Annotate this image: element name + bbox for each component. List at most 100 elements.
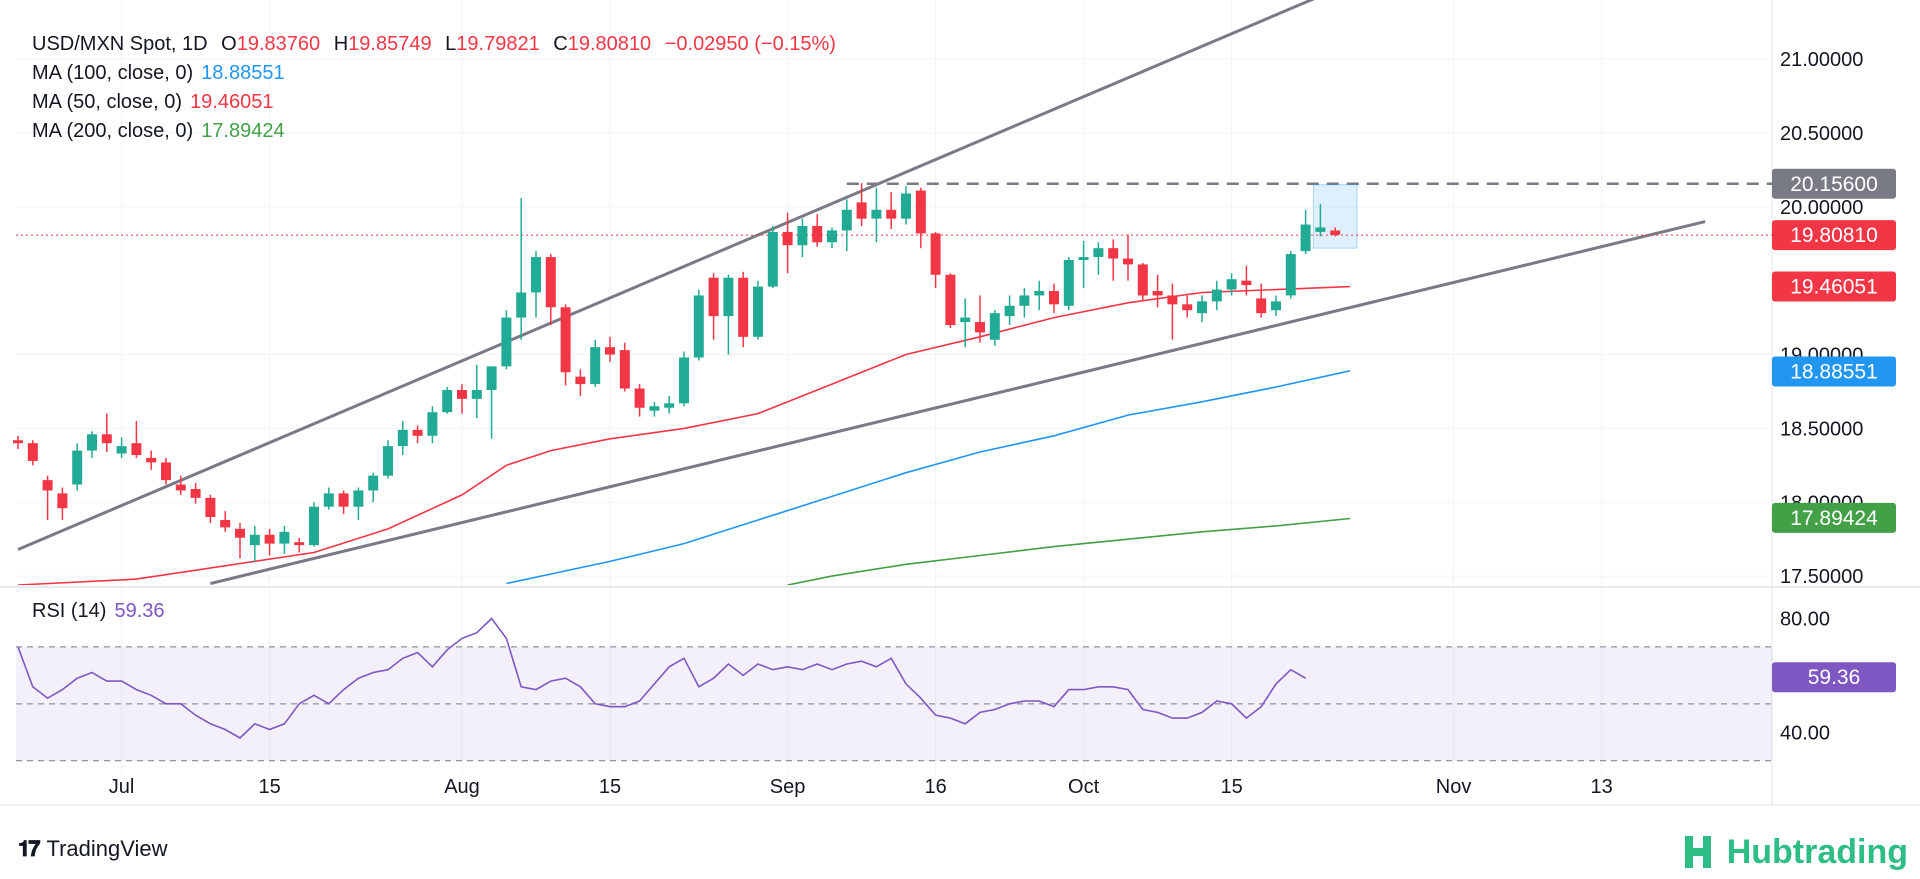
time-tick-label: 13 [1590, 776, 1612, 798]
time-tick-label: Aug [444, 776, 480, 798]
candle-body [175, 484, 186, 491]
price-badge-bg [1772, 271, 1896, 302]
candle-body [457, 390, 467, 399]
candle-body [590, 347, 601, 385]
candles [13, 183, 1341, 562]
price-tick-label: 20.50000 [1780, 123, 1863, 145]
candle-body [87, 434, 97, 451]
tradingview-logo[interactable]: 𝟏𝟕 TradingView [18, 836, 168, 862]
close-value: 19.80810 [567, 33, 652, 55]
candle-body [57, 493, 68, 509]
candle-body [516, 292, 527, 318]
rsi-value: 59.36 [114, 600, 165, 622]
candle-body [1256, 298, 1267, 314]
candle-body [42, 480, 53, 491]
ma50-row[interactable]: MA (50, close, 0) 19.46051 [32, 88, 836, 117]
candle-body [1152, 291, 1163, 296]
ma100-row[interactable]: MA (100, close, 0) 18.88551 [32, 59, 836, 88]
candle-body [1271, 301, 1281, 311]
candle-body [827, 230, 837, 243]
price-axis: 21.0000020.5000020.0000019.0000018.50000… [1780, 49, 1863, 744]
price-badge-bg [1772, 502, 1896, 533]
candle-body [1300, 224, 1311, 252]
rsi-pane [16, 617, 1772, 762]
high-value: 19.85749 [348, 33, 432, 55]
low-label: L [445, 33, 457, 55]
candle-body [471, 390, 482, 399]
candle-body [619, 350, 630, 389]
candle-body [575, 376, 586, 385]
candle-body [664, 403, 675, 408]
candle-body [634, 388, 645, 408]
ma-line-ma200 [787, 517, 1351, 585]
ma100-value: 18.88551 [201, 62, 285, 84]
candle-body [1211, 289, 1222, 302]
candle-body [915, 190, 926, 234]
candle-body [427, 412, 438, 436]
candle-body [693, 295, 704, 358]
candle-body [13, 440, 23, 444]
rsi-badge: 59.36 [1808, 666, 1861, 689]
time-tick-label: Sep [770, 776, 806, 798]
candle-body [1019, 295, 1030, 306]
time-tick-label: Jul [109, 776, 135, 798]
change-value: −0.02950 (−0.15%) [664, 33, 836, 55]
rsi-tick-label: 80.00 [1780, 608, 1830, 630]
candle-body [383, 446, 393, 476]
price-badge: 20.15600 [1790, 173, 1878, 196]
time-tick-label: Nov [1436, 776, 1472, 798]
candle-body [797, 226, 808, 246]
candle-body [1093, 248, 1104, 258]
candle-body [323, 493, 334, 507]
channel-lines [17, 0, 1706, 585]
candle-body [841, 209, 852, 231]
grid [0, 0, 1920, 806]
price-badge: 19.46051 [1790, 276, 1878, 299]
candle-body [146, 457, 157, 463]
price-badge-bg [1772, 356, 1896, 387]
candle-body [264, 534, 275, 544]
candle-body [871, 209, 882, 219]
candle-body [1063, 260, 1074, 306]
candle-body [1182, 304, 1193, 311]
candle-body [738, 277, 749, 337]
time-tick-label: 15 [599, 776, 621, 798]
candle-body [1108, 248, 1119, 259]
hubtrading-label: Hubtrading [1726, 832, 1908, 871]
candle-body [545, 257, 556, 308]
candle-body [101, 434, 112, 444]
price-tick-label: 17.50000 [1780, 566, 1863, 588]
candle-body [161, 462, 171, 481]
candle-body [723, 277, 734, 317]
rsi-legend[interactable]: RSI (14) 59.36 [32, 597, 165, 626]
open-value: 19.83760 [236, 33, 321, 55]
candle-body [235, 528, 245, 538]
candle-body [901, 193, 911, 219]
candle-body [856, 202, 867, 219]
time-tick-label: 15 [1220, 776, 1242, 798]
candle-body [190, 488, 201, 498]
candle-body [1034, 291, 1045, 296]
time-tick-label: 15 [258, 776, 280, 798]
tradingview-icon: 𝟏𝟕 [18, 836, 41, 861]
candle-body [1226, 279, 1237, 290]
symbol-label[interactable]: USD/MXN Spot, 1D [32, 33, 208, 55]
candle-body [1330, 230, 1341, 235]
ohlc-row: USD/MXN Spot, 1D O19.83760 H19.85749 L19… [32, 30, 836, 59]
candle-body [116, 446, 127, 454]
price-badge: 19.80810 [1790, 224, 1878, 247]
ma200-row[interactable]: MA (200, close, 0) 17.89424 [32, 117, 836, 146]
candle-body [412, 429, 423, 436]
price-badges: 20.15600 19.80810 19.46051 18.88551 17.89424… [1772, 168, 1896, 693]
price-badge: 18.88551 [1790, 360, 1878, 383]
channel-line-upper [17, 0, 1315, 551]
ma100-label: MA (100, close, 0) [32, 62, 194, 84]
candle-body [989, 313, 1000, 340]
candle-body [353, 490, 364, 507]
candle-body [679, 357, 689, 404]
candle-body [368, 475, 379, 491]
open-label: O [221, 33, 237, 55]
price-badge-bg [1772, 220, 1896, 251]
price-badge: 17.89424 [1790, 507, 1878, 530]
